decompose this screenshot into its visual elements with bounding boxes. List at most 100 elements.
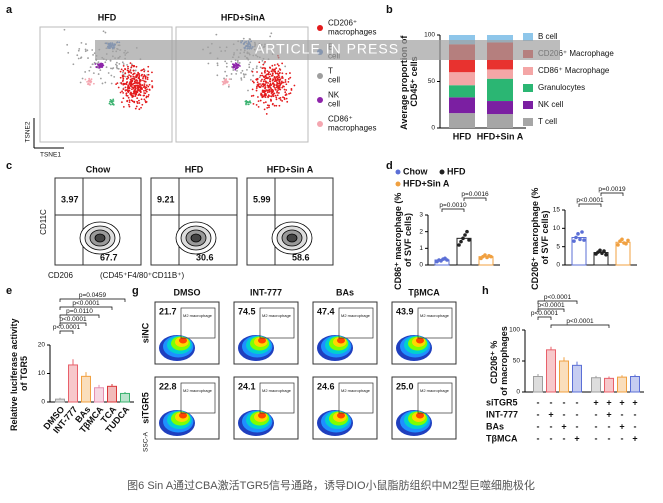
tsne-dot [263,78,266,81]
p-value: p=0.0019 [598,186,626,193]
contour [286,233,298,243]
tsne-dot [225,62,228,65]
tsne-dot [138,75,141,78]
tsne-dot [255,65,258,68]
bar-segment [449,35,475,45]
tsne-dot [264,87,266,89]
tsne-dot [228,78,231,80]
condition-sign: - [537,397,540,407]
tsne-dot [135,65,138,68]
gate-value: 58.6 [292,252,310,262]
tsne-dot [143,85,146,87]
gate-label: M2 macrophage [341,313,371,318]
tsne-dot [251,80,254,83]
gate-label: M2 macrophage [183,388,213,393]
data-point [467,238,471,242]
condition-sign: - [621,433,624,443]
tsne-dot [225,74,228,77]
tsne-dot [147,95,149,98]
y-tick-label: 15 [553,207,561,214]
tsne-dot [99,63,102,66]
tsne-dot [84,71,87,73]
tsne-dot [237,66,239,69]
tsne-dot [129,69,132,71]
gate-label: M2 macrophage [420,388,450,393]
tsne-dot [127,71,130,74]
tsne-dot [133,91,136,94]
tsne-dot [121,90,123,93]
tsne-dot [128,82,131,85]
tsne-dot [259,66,262,69]
gate-value: 5.99 [253,194,271,204]
legend-label: Chow [403,166,428,176]
tsne-dot [145,84,148,87]
tsne-dot [124,75,127,78]
tsne-dot [144,100,147,102]
tsne-dot [109,99,112,101]
tsne-dot [144,101,147,104]
tsne-dot [268,106,270,109]
tsne-dot [90,78,93,81]
tsne-dot [269,73,272,76]
gate-value: 74.5 [238,306,256,316]
tsne-dot [224,82,226,85]
tsne-dot [134,85,137,88]
tsne-dot [275,84,278,87]
tsne-dot [280,77,283,79]
tsne-dot [248,38,251,40]
tsne-dot [135,79,138,81]
tsne-dot [78,47,81,50]
tsne-dot [270,88,273,91]
tsne-dot [265,89,267,91]
tsne-dot [66,43,69,46]
tsne-dot [251,70,254,73]
tsne-dot [148,88,151,91]
tsne-dot [256,84,259,86]
bar-segment [487,69,513,79]
axis-label: CD11C [39,209,48,235]
tsne-dot [80,42,83,44]
tsne-dot [84,78,87,81]
tsne-dot [261,96,264,99]
condition-sign: + [606,397,611,407]
legend-label: CD206⁺ Macrophage [538,49,614,58]
tsne-dot [275,86,278,89]
data-point [572,239,576,243]
condition-sign: + [593,397,598,407]
tsne-dot [133,77,136,80]
column-title: TβMCA [408,287,440,297]
bar [571,237,587,266]
tsne-dot [280,82,283,84]
column-title: DMSO [174,287,201,297]
tsne-dot [272,78,275,81]
tsne-dot [270,87,272,90]
density [179,337,187,344]
condition-sign: - [563,409,566,419]
tsne-dot [215,33,218,36]
tsne-dot [264,69,267,72]
tsne-dot [151,85,154,88]
p-value: p=0.0016 [461,191,489,198]
condition-sign: + [606,409,611,419]
gate-value: 25.0 [396,381,414,391]
tsne-dot [127,76,130,79]
condition-sign: - [563,397,566,407]
tsne-dot [264,80,267,83]
tsne-dot [286,100,289,103]
tsne-dot [151,80,153,82]
tsne-dot [289,92,292,95]
condition-sign: + [632,433,637,443]
tsne-dot [99,77,102,80]
axis-label: TSNE2 [25,121,32,142]
tsne-dot [137,88,139,91]
p-value: p<0.0001 [59,316,87,323]
bar [68,364,78,403]
tsne-dot [267,86,270,89]
data-point [602,249,606,253]
tsne-dot [225,78,228,80]
gate [338,307,374,339]
gate [417,307,453,339]
column-title: BAs [336,287,354,297]
legend-label: HFD+Sin A [403,178,450,188]
tsne-dot [119,70,122,73]
